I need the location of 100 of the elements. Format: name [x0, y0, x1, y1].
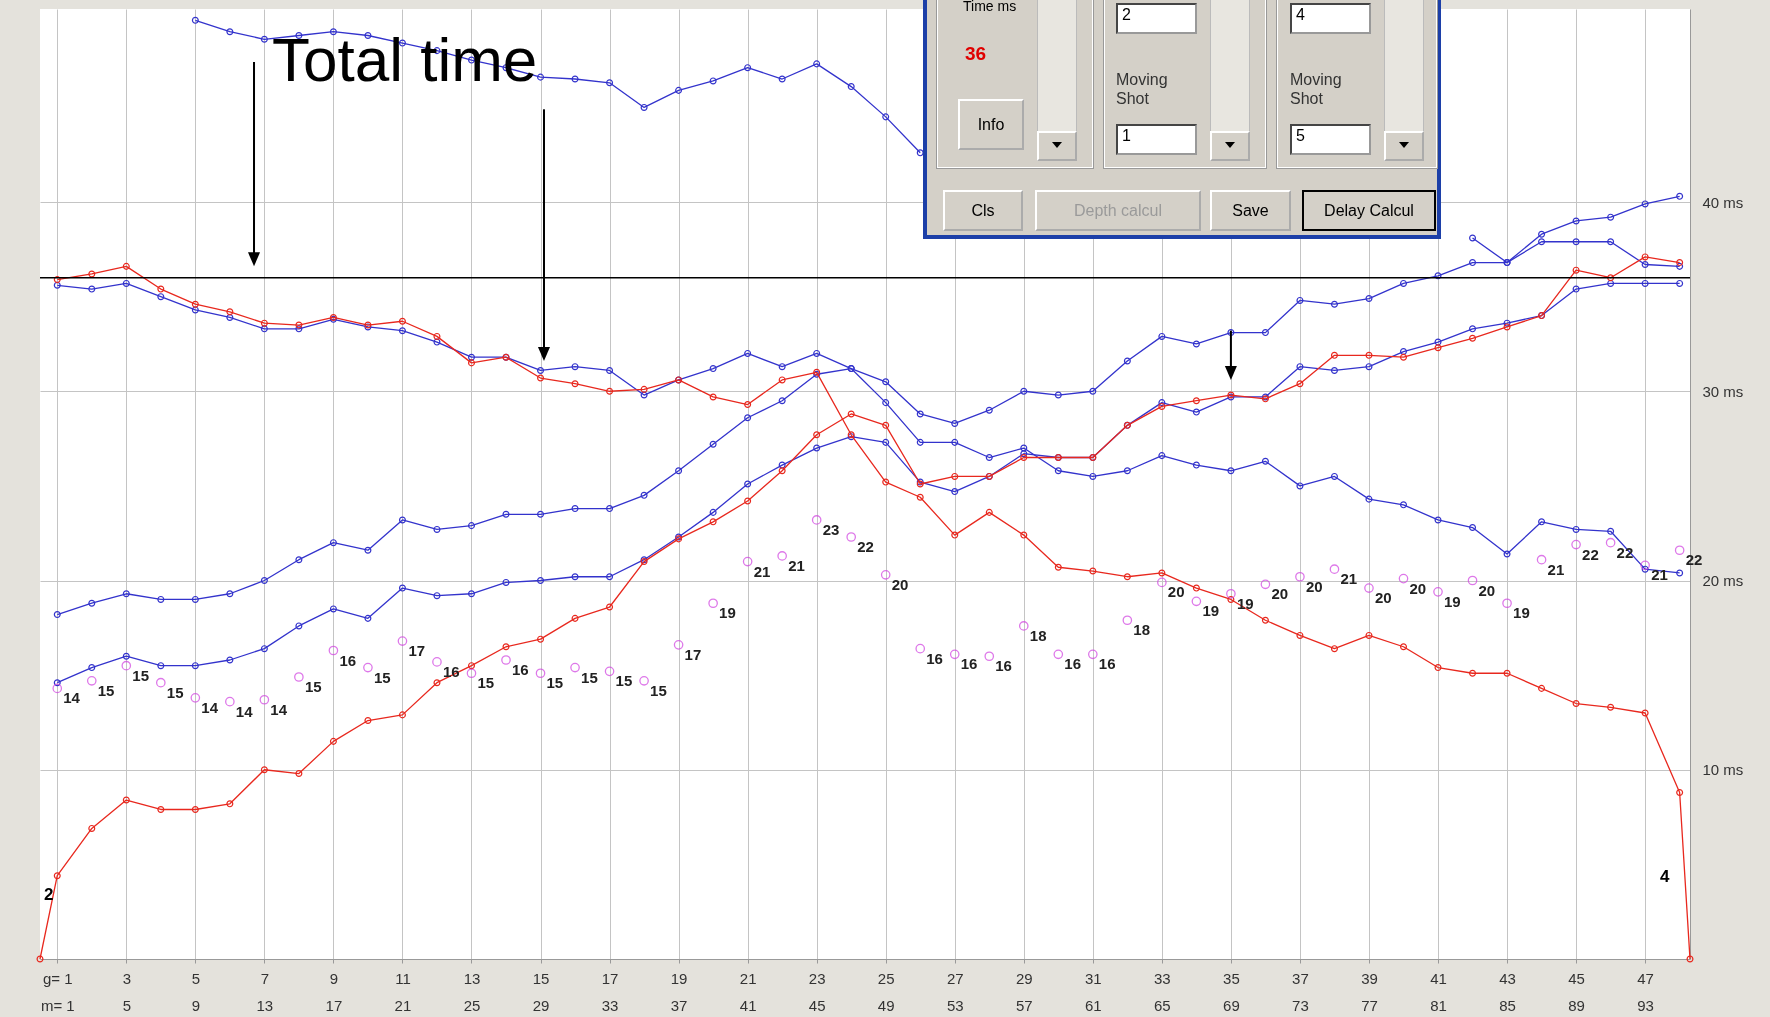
x2-tick-label: 21	[394, 996, 412, 1014]
data-label: 19	[1236, 594, 1254, 612]
data-label: 22	[1685, 551, 1703, 569]
x2-tick-label: 41	[739, 996, 757, 1014]
data-label: 16	[926, 649, 943, 667]
annotation: Delay Calcul	[1302, 190, 1436, 231]
data-label: 16	[960, 655, 978, 673]
annotation: Depth calcul	[1035, 190, 1201, 231]
data-label: 16	[995, 657, 1012, 675]
data-label: 14	[201, 698, 219, 716]
x-tick-label: 11	[395, 969, 411, 987]
data-label: 14	[270, 700, 288, 718]
data-label: 19	[1202, 602, 1220, 620]
data-label: 21	[1547, 560, 1565, 578]
data-label: 19	[719, 604, 736, 622]
data-label: 21	[788, 556, 805, 574]
data-label: 15	[581, 668, 598, 686]
annotation: Moving Shot	[1116, 70, 1169, 108]
data-label: 15	[304, 678, 322, 696]
x-tick-label: 7	[260, 969, 270, 987]
x-tick-label: g= 1	[42, 969, 73, 987]
annotation: 36	[965, 43, 987, 65]
x2-tick-label: 5	[122, 996, 131, 1014]
x2-tick-label: 45	[808, 996, 826, 1014]
x2-tick-label: 29	[532, 996, 550, 1014]
data-label: 18	[1133, 621, 1151, 639]
x-tick-label: 29	[1015, 969, 1033, 987]
x-tick-label: 19	[670, 969, 688, 987]
annotation: Time ms	[963, 0, 1017, 14]
x2-tick-label: 65	[1154, 996, 1171, 1014]
x2-tick-label: 57	[1015, 996, 1033, 1014]
x2-tick-label: 69	[1223, 996, 1240, 1014]
x2-tick-label: 17	[325, 996, 343, 1014]
x2-tick-label: 81	[1430, 996, 1447, 1014]
annotation: Moving Shot	[1290, 70, 1343, 108]
data-label: 17	[408, 642, 426, 660]
x-tick-label: 39	[1361, 969, 1378, 987]
data-label: 20	[1478, 581, 1496, 599]
x2-tick-label: 89	[1568, 996, 1585, 1014]
x2-tick-label: 13	[256, 996, 274, 1014]
x-tick-label: 25	[877, 969, 895, 987]
x2-tick-label: 85	[1499, 996, 1516, 1014]
x2-tick-label: 9	[191, 996, 201, 1014]
x2-tick-label: 37	[670, 996, 688, 1014]
data-label: 22	[1616, 543, 1634, 561]
data-label: 22	[1582, 545, 1599, 563]
data-label: 16	[1098, 655, 1116, 673]
data-label: 16	[339, 651, 357, 669]
x-tick-label: 47	[1637, 969, 1654, 987]
x2-tick-label: 77	[1361, 996, 1378, 1014]
data-label: 18	[1029, 626, 1047, 644]
data-label: 19	[1513, 604, 1530, 622]
data-label: 21	[1340, 570, 1358, 588]
data-label: 15	[132, 666, 149, 684]
x2-tick-label: m= 1	[40, 996, 75, 1014]
x-tick-label: 3	[122, 969, 131, 987]
data-label: 15	[166, 683, 184, 701]
annotation: Info	[958, 99, 1024, 150]
data-label: 15	[615, 672, 633, 690]
x-tick-label: 9	[329, 969, 339, 987]
data-label: 20	[1374, 589, 1392, 607]
x-tick-label: 43	[1499, 969, 1516, 987]
data-label: 20	[891, 575, 909, 593]
annotation: 1	[1116, 124, 1197, 155]
x2-tick-label: 61	[1084, 996, 1102, 1014]
data-label: 22	[857, 537, 874, 555]
data-label: 14	[63, 689, 81, 707]
annotation: 2	[44, 885, 54, 905]
y-tick-label: 30 ms	[1702, 382, 1744, 400]
data-label: 15	[373, 668, 391, 686]
data-label: 20	[1409, 579, 1427, 597]
data-label: 21	[1651, 566, 1668, 584]
x-tick-label: 15	[532, 969, 550, 987]
annotation: 5	[1290, 124, 1371, 155]
x2-tick-label: 73	[1292, 996, 1309, 1014]
annotation: Cls	[943, 190, 1023, 231]
data-label: 17	[684, 645, 702, 663]
data-label: 23	[822, 520, 840, 538]
x-tick-label: 23	[808, 969, 826, 987]
y-tick-label: 10 ms	[1702, 761, 1744, 779]
data-label: 20	[1271, 585, 1289, 603]
data-label: 15	[650, 681, 667, 699]
annotation: 4	[1660, 867, 1670, 887]
x-tick-label: 5	[191, 969, 201, 987]
x-tick-label: 21	[739, 969, 757, 987]
annotation: 2	[1116, 3, 1197, 34]
annotation: 4	[1290, 3, 1371, 34]
data-label: 21	[753, 562, 771, 580]
data-label: 20	[1167, 583, 1185, 601]
x2-tick-label: 93	[1637, 996, 1654, 1014]
x-tick-label: 35	[1223, 969, 1240, 987]
x-tick-label: 33	[1154, 969, 1171, 987]
data-label: 14	[235, 702, 254, 720]
data-label: 20	[1305, 577, 1323, 595]
x2-tick-label: 53	[946, 996, 964, 1014]
x2-tick-label: 25	[463, 996, 481, 1014]
x-tick-label: 27	[946, 969, 964, 987]
y-tick-label: 20 ms	[1702, 572, 1744, 590]
y-tick-label: 40 ms	[1702, 193, 1744, 211]
x2-tick-label: 33	[601, 996, 619, 1014]
